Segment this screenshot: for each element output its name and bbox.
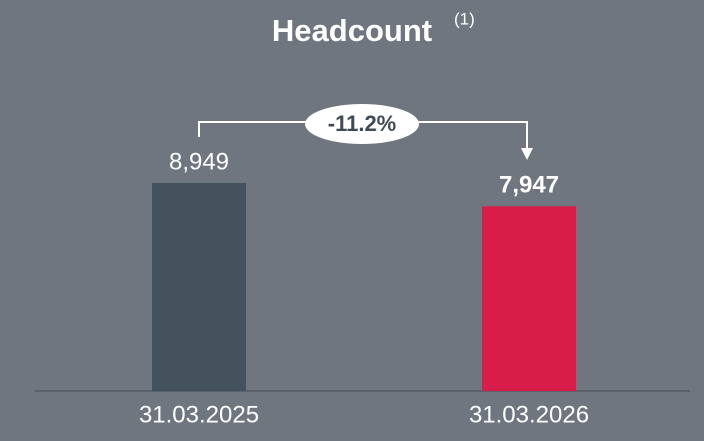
- annotation: -11.2%: [328, 111, 397, 136]
- value-label: 8,949: [169, 148, 229, 175]
- bar: [482, 206, 576, 391]
- annotation-bubble: [305, 104, 419, 144]
- title-note: (1): [454, 9, 475, 28]
- change-arrow: [521, 148, 533, 160]
- x-tick-label: 31.03.2026: [469, 401, 589, 428]
- bar: [152, 183, 246, 391]
- chart-title: Headcount: [272, 13, 432, 48]
- value-label: 7,947: [499, 172, 559, 199]
- x-tick-label: 31.03.2025: [139, 401, 259, 428]
